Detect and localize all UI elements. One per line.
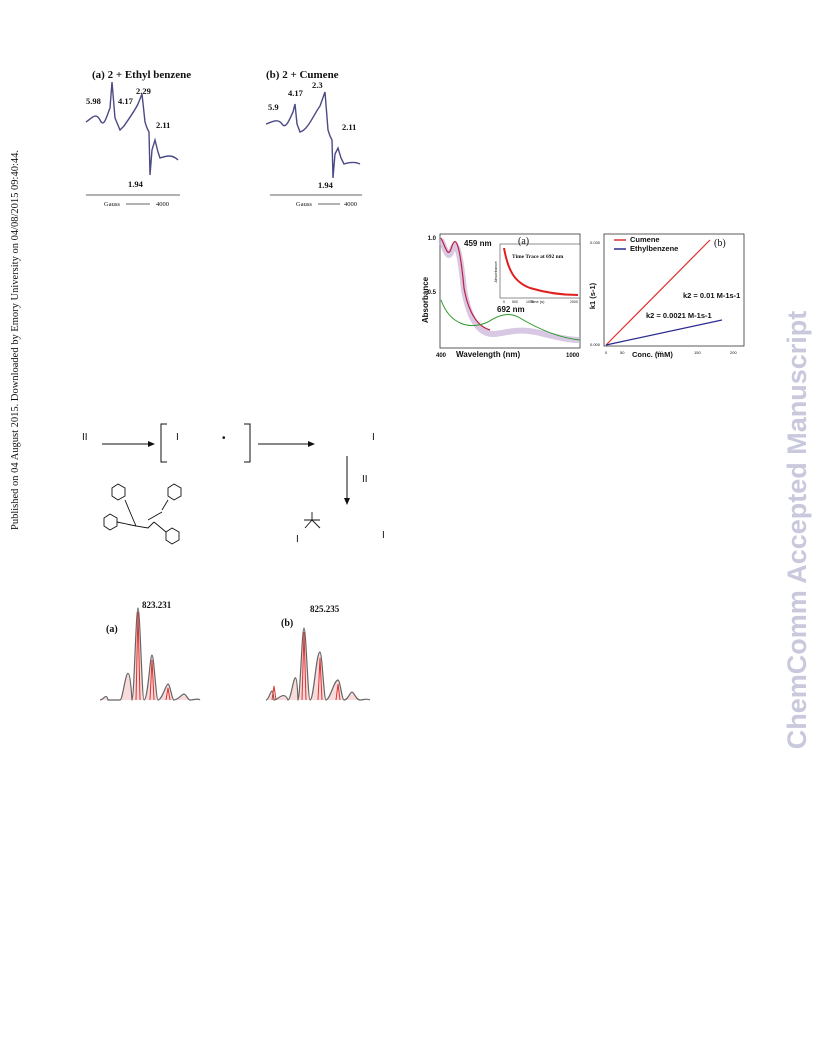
axis-label: Gauss xyxy=(296,201,312,208)
peak-label: 2.29 xyxy=(136,86,151,96)
inset-tick: 0 xyxy=(503,300,505,304)
scheme-label: II xyxy=(362,474,368,485)
molecule xyxy=(103,483,182,545)
fit-line xyxy=(605,319,723,346)
y-tick-label: 1.0 xyxy=(428,236,437,242)
x-axis-label: Wavelength (nm) xyxy=(456,350,520,359)
x-tick-label: 200 xyxy=(730,350,737,355)
inset-y-label: Absorbance xyxy=(493,261,498,283)
fit-line xyxy=(605,239,711,346)
x-tick-label: 1000 xyxy=(566,353,580,359)
arrowhead xyxy=(308,441,315,447)
epr-trace xyxy=(85,81,179,176)
panel-label: (b) 2 + Cumene xyxy=(266,69,339,81)
scheme-label: I xyxy=(372,432,375,443)
y-axis-label: k1 (s-1) xyxy=(588,282,597,309)
epr-figure-a: (a) 2 + Ethyl benzene 5.98 4.17 2.29 2.1… xyxy=(85,69,191,208)
scheme-label: I xyxy=(296,534,299,545)
plot-frame xyxy=(603,233,745,347)
isotope-pattern xyxy=(265,627,371,701)
peak-label: 825.235 xyxy=(310,604,340,614)
side-note: Published on 04 August 2015. Downloaded … xyxy=(10,150,21,530)
simulated-pattern xyxy=(271,631,341,701)
peak-label: 4.17 xyxy=(118,96,134,106)
peak-label: 1.94 xyxy=(318,180,334,190)
panel-label: (a) 2 + Ethyl benzene xyxy=(92,69,191,81)
x-tick-label: 0 xyxy=(605,350,608,355)
mass-spectrum-b: (b) 825.235 xyxy=(265,604,371,701)
peak-label: 2.11 xyxy=(156,120,170,130)
axis-end: 4000 xyxy=(344,201,357,208)
inset-tick: 500 xyxy=(512,300,518,304)
kinetics-figure: Cumene Ethylbenzene (b) k2 = 0.01 M-1s-1… xyxy=(588,233,745,359)
y-tick-label: 0.030 xyxy=(590,240,601,245)
arrowhead xyxy=(148,441,155,447)
scheme-label: • xyxy=(222,433,226,444)
peak-label: 5.98 xyxy=(86,96,101,106)
peak-label: 2.11 xyxy=(342,122,356,132)
scheme-label: I xyxy=(382,530,385,541)
structure xyxy=(304,512,321,529)
isotope-pattern xyxy=(99,607,201,701)
panel-label: (b) xyxy=(714,238,726,249)
peak-label: 1.94 xyxy=(128,179,144,189)
peak-label: 4.17 xyxy=(288,88,304,98)
spectrum xyxy=(440,237,491,331)
peak-label: 2.3 xyxy=(312,80,323,90)
panel-label: (b) xyxy=(281,618,293,629)
x-tick-label: 150 xyxy=(694,350,701,355)
bracket xyxy=(160,423,251,463)
legend-label: Cumene xyxy=(630,235,660,244)
mass-spectrum-a: (a) 823.231 xyxy=(99,600,201,701)
simulated-pattern xyxy=(135,611,171,701)
x-tick-label: 50 xyxy=(620,350,625,355)
watermark: ChemComm Accepted Manuscript xyxy=(782,311,812,750)
epr-figure-b: (b) 2 + Cumene 5.9 4.17 2.3 2.11 1.94 Ga… xyxy=(265,69,362,208)
inset-tick: 2000 xyxy=(570,300,578,304)
panel-label: (a) xyxy=(106,624,118,635)
axis-end: 4000 xyxy=(156,201,169,208)
inset-tick: 1000 xyxy=(526,300,534,304)
uv-vis-figure: 1.0 0.5 Absorbance 459 nm 692 nm 400 Wav… xyxy=(421,233,581,359)
x-tick-label: 400 xyxy=(436,353,447,359)
y-tick-label: 0.000 xyxy=(590,342,601,347)
peak-label: 5.9 xyxy=(268,102,279,112)
peak-label: 692 nm xyxy=(497,305,525,314)
epr-trace xyxy=(265,91,361,179)
x-tick-label: 100 xyxy=(656,350,663,355)
peak-label: 823.231 xyxy=(142,600,172,610)
spectrum xyxy=(440,299,581,341)
rate-label: k2 = 0.0021 M-1s-1 xyxy=(646,311,712,320)
y-tick-label: 0.5 xyxy=(428,290,437,296)
rate-label: k2 = 0.01 M-1s-1 xyxy=(683,291,740,300)
inset-frame xyxy=(499,243,581,299)
spectra-band xyxy=(438,238,581,343)
inset-title: Time Trace at 692 nm xyxy=(512,254,564,260)
scheme-label: I xyxy=(176,432,179,443)
x-axis-label: Conc. (mM) xyxy=(632,350,673,359)
scheme: II I • I II I I xyxy=(82,423,385,545)
peak-label: 459 nm xyxy=(464,239,492,248)
axis-label: Gauss xyxy=(104,201,120,208)
legend-label: Ethylbenzene xyxy=(630,244,678,253)
inset-x-label: Time (s) xyxy=(530,299,545,304)
arrowhead xyxy=(344,498,350,505)
panel-label: (a) xyxy=(518,236,529,247)
y-axis-label: Absorbance xyxy=(421,276,430,323)
scheme-label: II xyxy=(82,432,88,443)
inset-trace xyxy=(503,247,579,296)
